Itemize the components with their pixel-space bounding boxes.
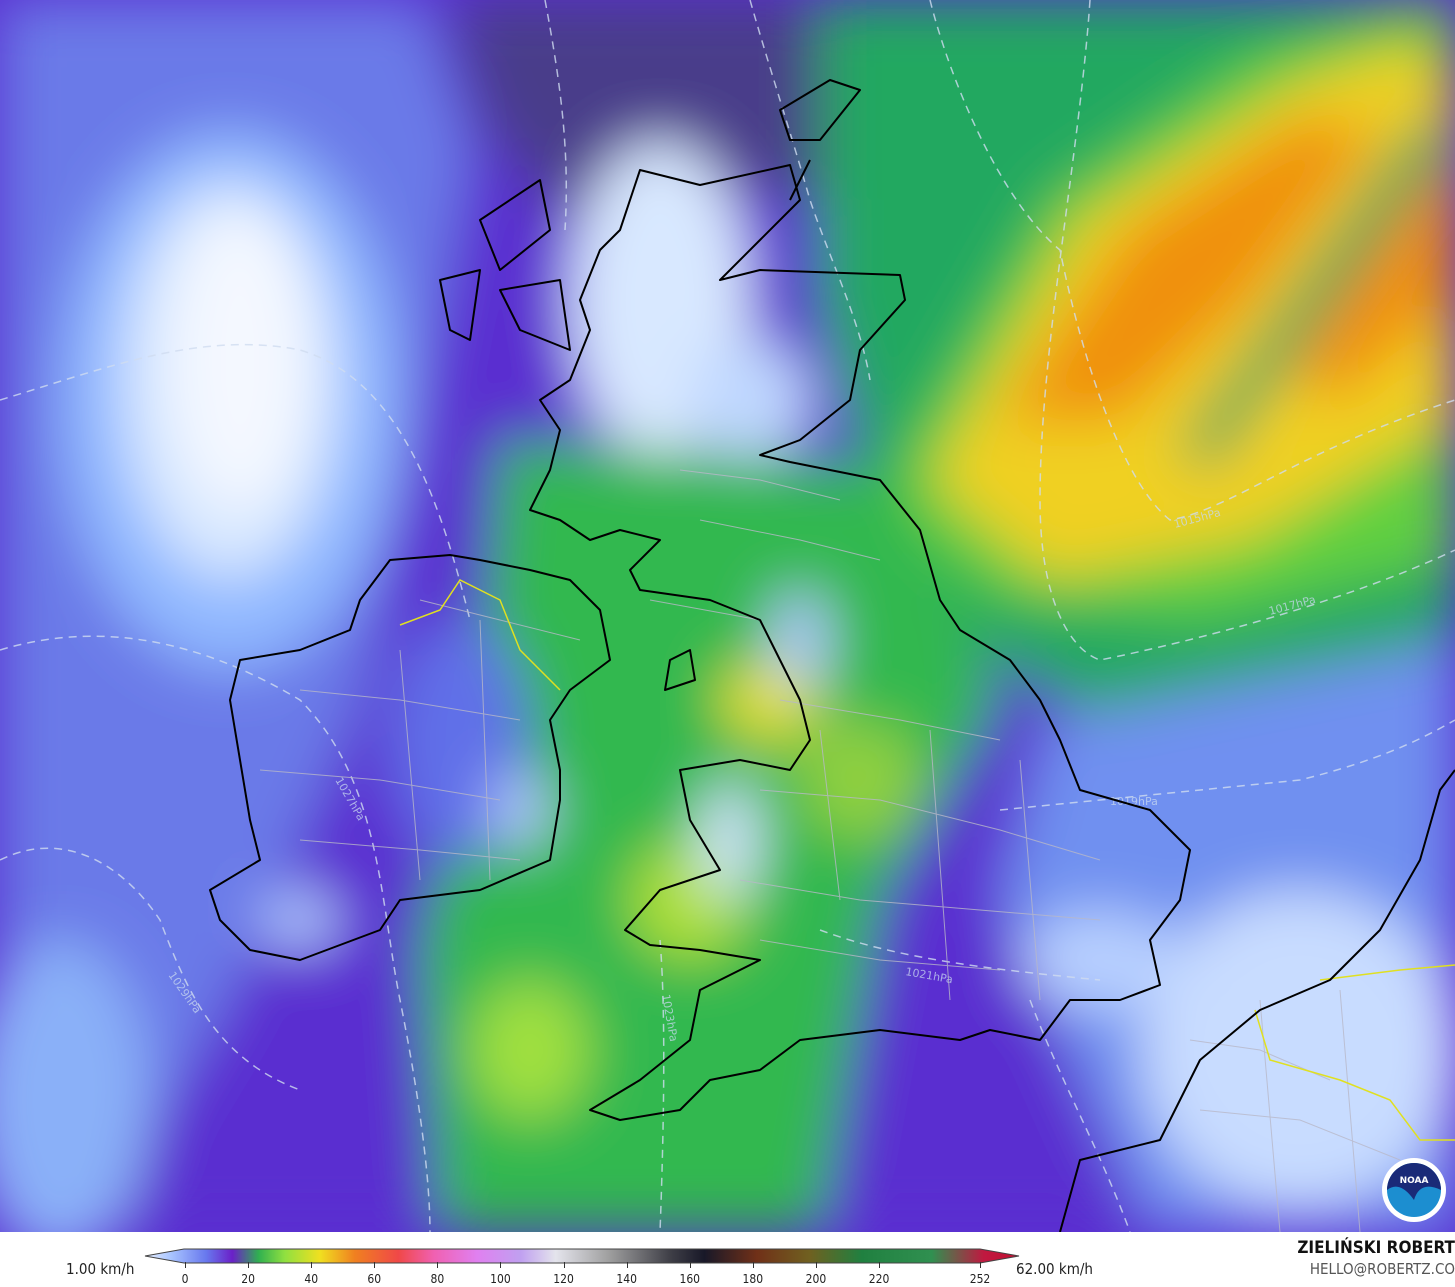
- isle-of-man-coast: [664, 649, 696, 691]
- colorbar-tick-mark: [815, 1262, 817, 1268]
- colorbar-tick-mark: [500, 1262, 502, 1268]
- colorbar-tick-label: 60: [367, 1272, 382, 1286]
- isobar-label: 1019hPa: [1110, 795, 1158, 808]
- ni-border: [399, 579, 561, 691]
- noaa-logo: NOAA: [1382, 1158, 1446, 1222]
- colorbar-tick-label: 140: [616, 1272, 637, 1286]
- colorbar-tick-label: 220: [868, 1272, 890, 1286]
- author-name: ZIELIŃSKI ROBERT: [1297, 1238, 1455, 1258]
- wind-speed-map: 1015hPa 1017hPa 1019hPa 1021hPa 1023hPa …: [0, 0, 1455, 1260]
- legend-min-label: 1.00 km/h: [66, 1260, 135, 1278]
- admin-borders: [259, 469, 1401, 1233]
- country-border: [1254, 964, 1455, 1141]
- colorbar-tick-mark: [248, 1262, 250, 1268]
- colorbar-tick-label: 100: [490, 1272, 511, 1286]
- hebrides-coast: [439, 179, 571, 351]
- isobars: [0, 0, 1455, 1233]
- colorbar-tick-label: 160: [679, 1272, 701, 1286]
- colorbar-tick-label: 120: [553, 1272, 574, 1286]
- colorbar-tick-label: 252: [969, 1272, 991, 1286]
- colorbar-tick-mark: [626, 1262, 628, 1268]
- colorbar-tick-label: 200: [805, 1272, 827, 1286]
- continent-coast: [1059, 769, 1455, 1233]
- colorbar-tick-label: 40: [304, 1272, 319, 1286]
- noaa-logo-text: NOAA: [1400, 1176, 1429, 1186]
- colorbar-tick-mark: [185, 1262, 186, 1268]
- colorbar-tick-label: 0: [181, 1272, 189, 1286]
- map-canvas: 1015hPa 1017hPa 1019hPa 1021hPa 1023hPa …: [0, 0, 1455, 1260]
- legend-max-label: 62.00 km/h: [1016, 1260, 1093, 1278]
- colorbar-tick-mark: [689, 1262, 691, 1268]
- colorbar-tick-mark: [374, 1262, 376, 1268]
- colorbar-tick-label: 20: [241, 1272, 255, 1286]
- coastlines: [209, 79, 1455, 1233]
- great-britain-coast: [529, 164, 1191, 1121]
- orkney-shetland-coast: [779, 79, 861, 201]
- colorbar: [144, 1248, 1020, 1264]
- colorbar-tick-mark: [311, 1262, 313, 1268]
- legend: 1.00 km/h 0 20 40 60 80 100 120 140 160 180 200 220…: [0, 1232, 1455, 1287]
- colorbar-tick-mark: [437, 1262, 439, 1268]
- colorbar-tick-label: 80: [430, 1272, 445, 1286]
- colorbar-tick-label: 180: [742, 1272, 764, 1286]
- colorbar-tick-mark: [879, 1262, 881, 1268]
- colorbar-tick-mark: [563, 1262, 565, 1268]
- author-email[interactable]: HELLO@ROBERTZ.CO: [1309, 1260, 1455, 1278]
- wind-field: [0, 0, 1455, 1260]
- ireland-coast: [209, 554, 611, 961]
- colorbar-tick-mark: [752, 1262, 754, 1268]
- colorbar-tick-mark: [980, 1262, 981, 1268]
